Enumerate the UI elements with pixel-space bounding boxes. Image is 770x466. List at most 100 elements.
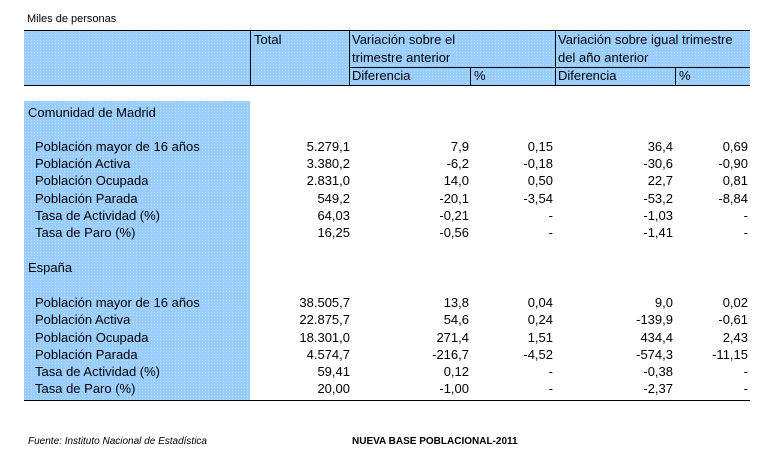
- table-row: Población Ocupada 2.831,0 14,0 0,50 22,7…: [24, 172, 750, 190]
- base-note: NUEVA BASE POBLACIONAL-2011: [352, 436, 518, 447]
- cell-pct-trim: 1,51: [527, 330, 553, 345]
- header-cell-total: [251, 30, 349, 86]
- cell-dif-anio: -53,2: [643, 191, 673, 206]
- cell-total: 64,03: [317, 208, 350, 223]
- cell-dif-trim: 13,8: [443, 295, 469, 310]
- row-label: Población Parada: [35, 347, 138, 362]
- header-bottom-border: [24, 85, 750, 86]
- cell-pct-trim: -: [548, 381, 553, 396]
- cell-dif-trim: 0,12: [443, 364, 469, 379]
- cell-dif-trim: 271,4: [436, 330, 469, 345]
- cell-dif-anio: -1,41: [643, 225, 673, 240]
- cell-total: 22.875,7: [299, 312, 350, 327]
- header-var-trim-line2: trimestre anterior: [352, 50, 451, 65]
- cell-dif-anio: 9,0: [654, 295, 673, 310]
- cell-pct-anio: -: [743, 225, 748, 240]
- row-label: Población Activa: [35, 312, 131, 327]
- cell-pct-anio: -: [743, 381, 748, 396]
- cell-total: 4.574,7: [306, 347, 350, 362]
- table-row: Población Activa 22.875,7 54,6 0,24 -139…: [24, 311, 750, 329]
- cell-pct-anio: -0,61: [718, 312, 748, 327]
- cell-dif-anio: -30,6: [643, 156, 673, 171]
- row-label: Tasa de Paro (%): [35, 381, 136, 396]
- section-title-row: España: [24, 259, 750, 277]
- section-title-row: Comunidad de Madrid: [24, 104, 750, 122]
- row-label: Población mayor de 16 años: [35, 139, 200, 154]
- label-column-shade: [24, 101, 250, 400]
- header-divider: [349, 30, 350, 86]
- cell-dif-anio: -0,38: [643, 364, 673, 379]
- table-row: Tasa de Actividad (%) 59,41 0,12 - -0,38…: [24, 363, 750, 381]
- cell-dif-trim: -0,21: [439, 208, 469, 223]
- cell-dif-trim: -0,56: [439, 225, 469, 240]
- table-header: Total Variación sobre el trimestre anter…: [24, 30, 750, 86]
- cell-total: 5.279,1: [306, 139, 350, 154]
- cell-pct-trim: -3,54: [523, 191, 553, 206]
- header-pct-anio: %: [679, 68, 691, 83]
- header-divider: [470, 67, 471, 86]
- header-total-label: Total: [254, 32, 282, 47]
- header-pct-trim: %: [474, 68, 486, 83]
- cell-dif-trim: 7,9: [450, 139, 469, 154]
- header-divider: [555, 30, 556, 86]
- header-var-anio-line1: Variación sobre igual trimestre: [558, 32, 733, 47]
- header-sub-border: [350, 67, 750, 68]
- header-divider: [675, 67, 676, 86]
- cell-pct-anio: 0,81: [722, 173, 748, 188]
- table-row: Tasa de Paro (%) 20,00 -1,00 - -2,37 -: [24, 380, 750, 398]
- row-label: Población Ocupada: [35, 330, 149, 345]
- table-bottom-border: [24, 400, 750, 401]
- cell-dif-trim: -20,1: [439, 191, 469, 206]
- cell-pct-trim: 0,15: [527, 139, 553, 154]
- table-row: Población Parada 549,2 -20,1 -3,54 -53,2…: [24, 190, 750, 208]
- cell-dif-anio: -139,9: [636, 312, 673, 327]
- unit-label: Miles de personas: [27, 13, 117, 25]
- cell-dif-anio: -1,03: [643, 208, 673, 223]
- cell-dif-anio: -2,37: [643, 381, 673, 396]
- cell-pct-trim: 0,24: [527, 312, 553, 327]
- cell-pct-anio: -: [743, 208, 748, 223]
- cell-pct-anio: -: [743, 364, 748, 379]
- cell-pct-trim: 0,50: [527, 173, 553, 188]
- cell-dif-trim: -216,7: [432, 347, 469, 362]
- row-label: Tasa de Actividad (%): [35, 208, 161, 223]
- header-top-border: [24, 30, 750, 31]
- table-row: Tasa de Paro (%) 16,25 -0,56 - -1,41 -: [24, 224, 750, 242]
- table-row: Población Activa 3.380,2 -6,2 -0,18 -30,…: [24, 155, 750, 173]
- cell-dif-anio: 434,4: [640, 330, 673, 345]
- cell-dif-trim: -6,2: [446, 156, 469, 171]
- cell-total: 3.380,2: [306, 156, 350, 171]
- header-cell-var-anio: [556, 30, 750, 86]
- cell-total: 20,00: [317, 381, 350, 396]
- cell-total: 59,41: [317, 364, 350, 379]
- table-row: Población Ocupada 18.301,0 271,4 1,51 43…: [24, 329, 750, 347]
- cell-pct-anio: -11,15: [712, 347, 748, 362]
- cell-pct-trim: -0,18: [523, 156, 553, 171]
- cell-total: 2.831,0: [306, 173, 350, 188]
- header-cell-blank: [24, 30, 250, 86]
- table-row: Tasa de Actividad (%) 64,03 -0,21 - -1,0…: [24, 207, 750, 225]
- cell-pct-anio: 0,02: [722, 295, 748, 310]
- table-row: Población Parada 4.574,7 -216,7 -4,52 -5…: [24, 346, 750, 364]
- cell-pct-anio: 2,43: [722, 330, 748, 345]
- cell-pct-trim: 0,04: [527, 295, 553, 310]
- cell-pct-anio: -0,90: [718, 156, 748, 171]
- row-label: Población Activa: [35, 156, 131, 171]
- cell-dif-anio: -574,3: [636, 347, 673, 362]
- cell-total: 549,2: [317, 191, 350, 206]
- table-row: Población mayor de 16 años 5.279,1 7,9 0…: [24, 138, 750, 156]
- cell-pct-anio: 0,69: [722, 139, 748, 154]
- cell-pct-trim: -4,52: [523, 347, 553, 362]
- cell-pct-trim: -: [548, 364, 553, 379]
- header-diferencia-anio: Diferencia: [558, 68, 617, 83]
- cell-pct-trim: -: [548, 225, 553, 240]
- cell-dif-trim: 14,0: [443, 173, 469, 188]
- cell-pct-trim: -: [548, 208, 553, 223]
- table-row: Población mayor de 16 años 38.505,7 13,8…: [24, 294, 750, 312]
- section-title: Comunidad de Madrid: [28, 105, 156, 120]
- row-label: Población Parada: [35, 191, 138, 206]
- header-var-anio-line2: del año anterior: [558, 50, 649, 65]
- header-var-trim-line1: Variación sobre el: [352, 32, 456, 47]
- header-diferencia-trim: Diferencia: [352, 68, 411, 83]
- cell-total: 18.301,0: [299, 330, 350, 345]
